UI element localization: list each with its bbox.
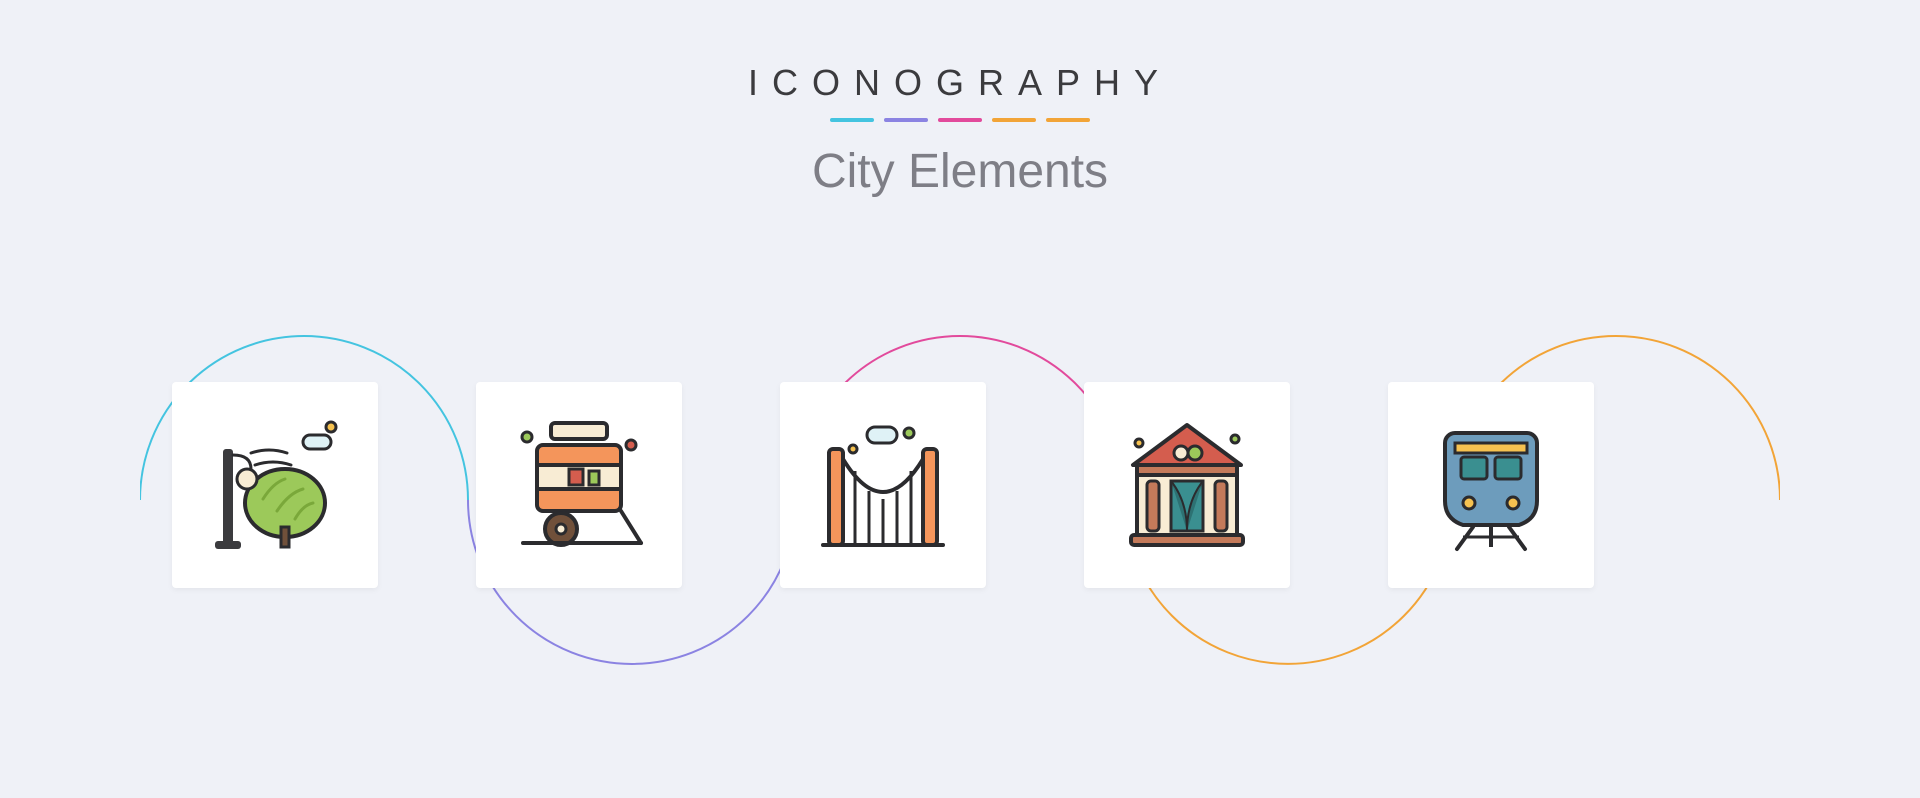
theater-icon: [1117, 415, 1257, 555]
logo-text: ICONOGRAPHY: [0, 62, 1920, 104]
header: ICONOGRAPHY City Elements: [0, 62, 1920, 199]
accent-bar: [1046, 118, 1090, 122]
food-cart-icon: [509, 415, 649, 555]
page-title: City Elements: [0, 144, 1920, 199]
tile-bridge: [780, 382, 986, 588]
tile-train: [1388, 382, 1594, 588]
train-icon: [1421, 415, 1561, 555]
accent-bar: [884, 118, 928, 122]
accent-row: [0, 118, 1920, 122]
park-icon: [205, 415, 345, 555]
accent-bar: [992, 118, 1036, 122]
accent-bar: [830, 118, 874, 122]
tile-food-cart: [476, 382, 682, 588]
bridge-icon: [813, 415, 953, 555]
accent-bar: [938, 118, 982, 122]
tile-park: [172, 382, 378, 588]
tile-theater: [1084, 382, 1290, 588]
icon-tiles: [0, 382, 1920, 642]
